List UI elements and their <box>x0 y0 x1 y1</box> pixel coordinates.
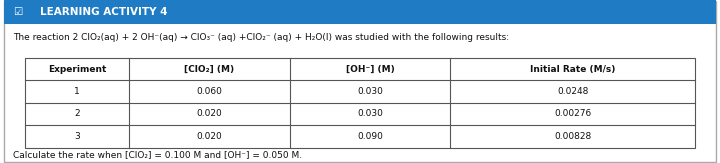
Text: 0.090: 0.090 <box>357 132 383 141</box>
Text: 0.020: 0.020 <box>197 132 222 141</box>
Text: 2: 2 <box>74 109 80 118</box>
Text: Experiment: Experiment <box>48 65 107 74</box>
Text: 0.060: 0.060 <box>197 87 222 96</box>
Text: ☑: ☑ <box>13 7 22 17</box>
Text: 0.030: 0.030 <box>357 87 383 96</box>
Text: [ClO₂] (M): [ClO₂] (M) <box>184 65 235 74</box>
Text: Calculate the rate when [ClO₂] = 0.100 M and [OH⁻] = 0.050 M.: Calculate the rate when [ClO₂] = 0.100 M… <box>13 150 302 159</box>
Text: Initial Rate (M/s): Initial Rate (M/s) <box>530 65 616 74</box>
Text: LEARNING ACTIVITY 4: LEARNING ACTIVITY 4 <box>40 7 167 17</box>
Text: 0.030: 0.030 <box>357 109 383 118</box>
FancyBboxPatch shape <box>4 0 716 24</box>
FancyBboxPatch shape <box>4 1 716 162</box>
Text: 1: 1 <box>74 87 80 96</box>
Text: 0.0248: 0.0248 <box>557 87 588 96</box>
Text: 3: 3 <box>74 132 80 141</box>
Text: 0.00276: 0.00276 <box>554 109 591 118</box>
Text: The reaction 2 ClO₂(aq) + 2 OH⁻(aq) → ClO₃⁻ (aq) +ClO₂⁻ (aq) + H₂O(l) was studie: The reaction 2 ClO₂(aq) + 2 OH⁻(aq) → Cl… <box>13 33 509 42</box>
Text: 0.00828: 0.00828 <box>554 132 591 141</box>
Text: 0.020: 0.020 <box>197 109 222 118</box>
Text: [OH⁻] (M): [OH⁻] (M) <box>346 65 395 74</box>
